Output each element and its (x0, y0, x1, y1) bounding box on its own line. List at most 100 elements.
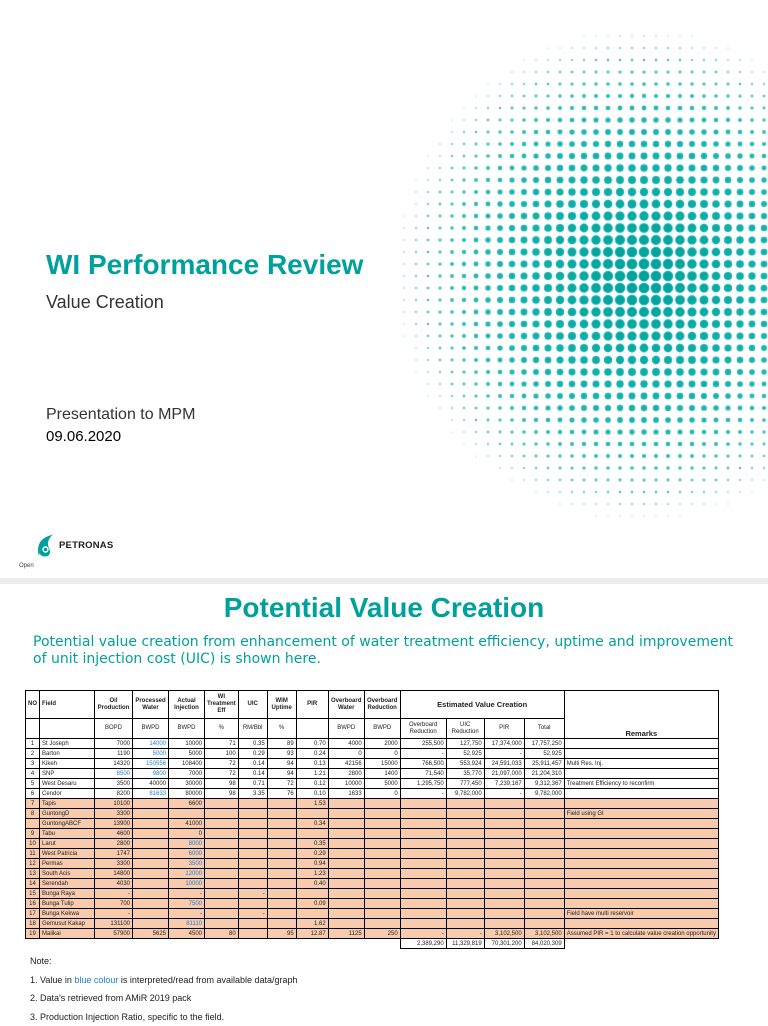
cell-eff (205, 829, 239, 839)
cell-v-uic (446, 809, 484, 819)
cell-uptime (267, 859, 296, 869)
cell-no: 9 (26, 829, 40, 839)
column-header: Overboard Reduction (364, 691, 400, 719)
cell-inj: 108400 (169, 759, 205, 769)
cell-oil: 1190 (95, 749, 133, 759)
cell-v-pir (484, 839, 524, 849)
cell-uic (238, 929, 267, 939)
cell-inj: 4500 (169, 929, 205, 939)
cell-v-uic (446, 839, 484, 849)
total-v-uic: 11,329,819 (446, 939, 484, 949)
cell-v-pir: 17,374,000 (484, 739, 524, 749)
cell-no: 13 (26, 869, 40, 879)
note-3: 3. Production Injection Ratio, specific … (30, 1008, 298, 1026)
unit-cell: BWPD (133, 719, 169, 739)
cell-field: SNP (40, 769, 95, 779)
cell-v-uic (446, 829, 484, 839)
cell-ob-red (364, 839, 400, 849)
cell-remark: Treatment Efficiency to reconfirm (564, 779, 718, 789)
note-1-prefix: 1. Value in (30, 975, 74, 985)
cell-v-ob (400, 899, 446, 909)
cell-pir: 0.94 (296, 859, 328, 869)
cell-no: 8 (26, 809, 40, 819)
cell-eff: 80 (205, 929, 239, 939)
cell-remark (564, 859, 718, 869)
cell-v-total: 21,204,310 (524, 769, 564, 779)
cell-v-ob: 255,500 (400, 739, 446, 749)
cell-v-uic (446, 909, 484, 919)
cell-remark (564, 829, 718, 839)
cell-no: 4 (26, 769, 40, 779)
table-header-row: NO Field Oil Production Processed Water … (26, 691, 719, 719)
cell-ob-water: 4000 (328, 739, 364, 749)
cell-ob-water (328, 889, 364, 899)
cell-v-pir: - (484, 789, 524, 799)
cell-remark (564, 899, 718, 909)
cell-ob-red: 250 (364, 929, 400, 939)
cell-eff (205, 819, 239, 829)
cell-uic: - (238, 909, 267, 919)
cell-proc: 5625 (133, 929, 169, 939)
cell-ob-red (364, 829, 400, 839)
cell-pir: 0.09 (296, 899, 328, 909)
cell-remark (564, 739, 718, 749)
cell-v-pir (484, 859, 524, 869)
cell-v-ob (400, 809, 446, 819)
cell-uic (238, 869, 267, 879)
total-v-ob: 2,389,290 (400, 939, 446, 949)
cell-field: Kikeh (40, 759, 95, 769)
cell-v-ob: - (400, 929, 446, 939)
cell-remark (564, 749, 718, 759)
cell-remark: Assumed PIR = 1 to calculate value creat… (564, 929, 718, 939)
cell-eff (205, 799, 239, 809)
unit-cell: BWPD (169, 719, 205, 739)
cell-v-total (524, 909, 564, 919)
cell-uptime (267, 919, 296, 929)
note-2: 2. Data's retrieved from AMiR 2019 pack (30, 989, 298, 1008)
cell-remark: Multi Res. Inj. (564, 759, 718, 769)
cell-v-total (524, 889, 564, 899)
cell-remark (564, 869, 718, 879)
value-creation-table: NO Field Oil Production Processed Water … (25, 690, 719, 949)
column-header: Overboard Water (328, 691, 364, 719)
cell-ob-water (328, 919, 364, 929)
totals-spacer (26, 939, 401, 949)
cell-v-ob (400, 829, 446, 839)
cell-uptime: 93 (267, 749, 296, 759)
cell-no (26, 819, 40, 829)
column-header: WIM Uptime (267, 691, 296, 719)
cell-proc: 9800 (133, 769, 169, 779)
unit-cell: BWPD (328, 719, 364, 739)
cell-ob-red (364, 809, 400, 819)
cell-v-uic (446, 819, 484, 829)
notes: Note: 1. Value in blue colour is interpr… (30, 952, 298, 1026)
unit-cell (296, 719, 328, 739)
cell-oil: 700 (95, 899, 133, 909)
cell-remark: Field have multi reservoir (564, 909, 718, 919)
cell-remark: Field using GI (564, 809, 718, 819)
cell-oil: 4030 (95, 879, 133, 889)
cell-ob-water (328, 909, 364, 919)
cell-v-total (524, 839, 564, 849)
cell-oil: 14800 (95, 869, 133, 879)
cell-uptime (267, 849, 296, 859)
cell-field: Bunga Kekwa (40, 909, 95, 919)
cell-v-ob (400, 869, 446, 879)
unit-cell: BOPD (95, 719, 133, 739)
cell-uic: 0.29 (238, 749, 267, 759)
slide-subtitle: Value Creation (46, 292, 164, 313)
cell-pir: 0.70 (296, 739, 328, 749)
cell-proc (133, 809, 169, 819)
cell-uic (238, 839, 267, 849)
cell-eff (205, 839, 239, 849)
cell-no: 11 (26, 849, 40, 859)
cell-eff: 71 (205, 739, 239, 749)
cell-inj: 10000 (169, 739, 205, 749)
cell-v-pir (484, 889, 524, 899)
cell-uic: 0.35 (238, 739, 267, 749)
